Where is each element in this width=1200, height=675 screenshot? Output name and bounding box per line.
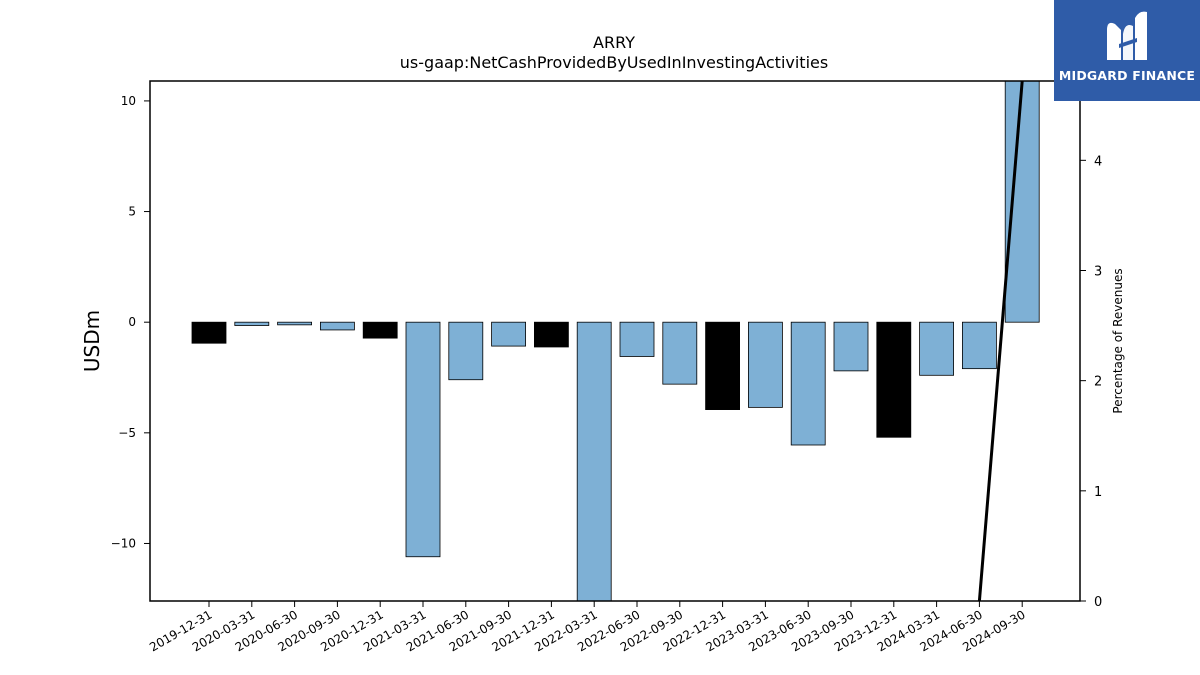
bar-2023-12-31 (876, 321, 912, 438)
bar-2023-06-30 (790, 321, 826, 446)
y2-tick-label: 3 (1094, 264, 1102, 279)
y-axis-right: 0 1 2 3 4 (1080, 154, 1102, 610)
y-axis-label: USDm (80, 310, 104, 372)
bar-2022-06-30 (619, 321, 655, 357)
y-tick-label: −5 (118, 426, 136, 440)
bar-2020-09-30 (319, 321, 355, 331)
y2-tick-label: 1 (1094, 485, 1102, 500)
plot-frame (149, 80, 1081, 602)
bar-2024-03-31 (919, 321, 954, 376)
x-axis: 2019-12-312020-03-312020-06-302020-09-30… (147, 601, 1028, 654)
line-layer (977, 80, 1024, 602)
y2-tick-label: 2 (1094, 375, 1102, 390)
bar-2019-12-31 (191, 321, 227, 344)
brand-name: MIDGARD FINANCE (1058, 68, 1196, 83)
y-tick-label: 0 (128, 315, 136, 329)
bar-2021-03-31 (405, 321, 441, 558)
bars-group (191, 80, 1040, 602)
brand-logo: MIDGARD FINANCE (1054, 0, 1200, 101)
bar-2023-09-30 (833, 321, 869, 372)
percentage-line (977, 80, 1024, 602)
bar-2021-06-30 (448, 321, 484, 381)
y-tick-label: 10 (121, 94, 136, 108)
midgard-logo-icon (1107, 11, 1147, 61)
bar-2020-12-31 (362, 321, 398, 339)
y2-axis-label: Percentage of Revenues (1111, 268, 1125, 413)
y2-tick-label: 4 (1094, 154, 1102, 169)
y-axis-left: −10 −5 0 5 10 (111, 94, 150, 550)
bar-2020-03-31 (234, 321, 270, 326)
bar-2024-09-30 (1004, 80, 1040, 323)
y-tick-label: −10 (111, 536, 136, 550)
bar-2023-03-31 (748, 321, 783, 408)
bar-2020-06-30 (277, 321, 313, 326)
chart-title: ARRY (593, 33, 635, 52)
y-tick-label: 5 (128, 205, 136, 219)
chart-subtitle: us-gaap:NetCashProvidedByUsedInInvesting… (400, 53, 828, 72)
bar-2022-03-31 (576, 321, 612, 602)
bar-2021-12-31 (534, 321, 569, 348)
bar-2024-06-30 (962, 321, 997, 370)
y2-tick-label: 0 (1094, 595, 1102, 610)
bar-2022-12-31 (705, 321, 740, 410)
bar-2021-09-30 (491, 321, 527, 347)
bar-2022-09-30 (662, 321, 698, 385)
